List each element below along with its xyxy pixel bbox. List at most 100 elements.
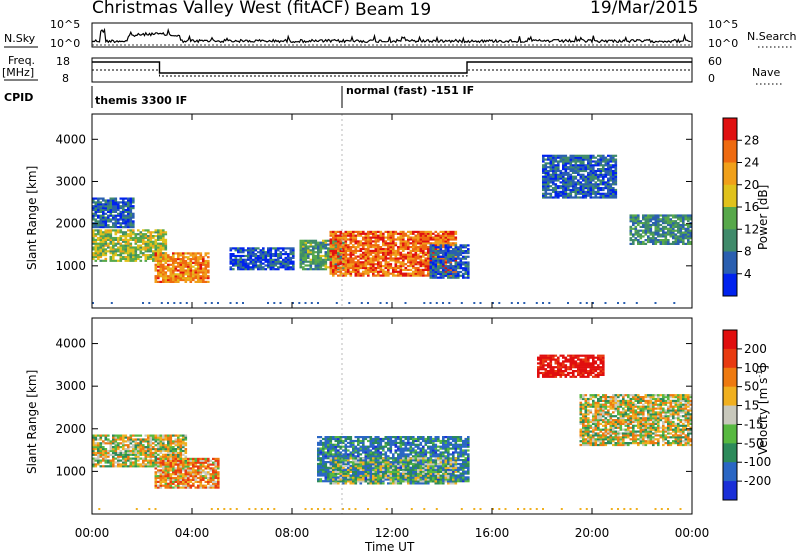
velocity-cell-40	[97, 442, 100, 445]
power-cell-662	[199, 258, 203, 261]
power-cell-3273	[632, 233, 635, 236]
power-cell-773	[104, 226, 108, 229]
velocity-cell-534	[184, 434, 188, 437]
velocity-cell-1051	[334, 436, 338, 439]
velocity-cell-119	[112, 434, 115, 437]
power-cell-62	[102, 248, 105, 251]
power-cell-938	[229, 262, 233, 265]
power-cell-1393	[334, 239, 338, 242]
power-cell-726	[94, 205, 98, 208]
power-cell-3422	[662, 233, 665, 236]
power-cell-2826	[562, 187, 565, 190]
velocity-cell-103	[109, 440, 113, 443]
power-cell-609	[189, 254, 193, 257]
power-cell-301	[147, 250, 150, 253]
power-cell-1835	[379, 255, 383, 258]
velocity-cell-1298	[367, 436, 370, 439]
power-cell-309	[147, 235, 150, 238]
velocity-cell-101	[109, 444, 113, 447]
power-cell-2010	[402, 249, 405, 252]
power-cell-2721	[547, 171, 550, 174]
power-cell-1978	[399, 274, 403, 277]
velocity-cell-564	[159, 473, 163, 476]
power-cell-2679	[542, 175, 545, 178]
velocity-cell-607	[167, 473, 170, 476]
power-cell-2193	[424, 242, 428, 245]
velocity-cell-1083	[339, 453, 343, 456]
power-cell-704	[92, 224, 95, 227]
power-cell-3258	[629, 239, 633, 242]
power-cell-531	[177, 277, 180, 280]
power-cell-2199	[424, 230, 428, 233]
power-cell-436	[157, 252, 160, 255]
power-cell-329	[152, 254, 155, 257]
power-cell-1022	[249, 247, 253, 250]
power-cell-1128	[277, 256, 280, 259]
power-cell-1140	[279, 251, 283, 254]
power-cell-1703	[364, 270, 368, 273]
power-cell-847	[117, 208, 120, 212]
power-cell-3286	[634, 227, 638, 230]
velocity-cell-1091	[342, 480, 345, 483]
power-cell-3356	[649, 233, 653, 236]
power-cell-472	[164, 261, 168, 264]
power-cell-3395	[657, 235, 660, 238]
power-cell-2462	[432, 267, 435, 270]
power-cell-2752	[552, 181, 555, 184]
power-cell-1401	[337, 253, 340, 256]
power-cell-2343	[444, 259, 448, 262]
power-cell-2975	[579, 168, 583, 171]
velocity-cell-435	[167, 434, 170, 437]
power-cell-1697	[362, 242, 365, 245]
velocity-cell-820	[204, 461, 208, 464]
power-cell-3349	[647, 220, 650, 223]
velocity-cell-3	[92, 459, 95, 462]
power-cell-1321	[322, 254, 325, 258]
power-cell-2746	[549, 154, 553, 157]
power-cell-320	[149, 240, 153, 243]
power-cell-3350	[647, 218, 650, 221]
power-cell-75	[104, 252, 108, 255]
power-cell-3098	[594, 164, 598, 167]
power-cell-2018	[402, 234, 405, 237]
power-cell-3047	[589, 188, 593, 192]
power-cell-1875	[384, 251, 388, 254]
power-cell-3446	[667, 242, 670, 245]
power-cell-101	[109, 250, 113, 253]
power-cell-1378	[332, 239, 335, 242]
power-cell-411	[154, 278, 158, 282]
power-cell-3131	[599, 169, 603, 173]
power-cell-1811	[377, 263, 380, 266]
velocity-cell-364	[157, 453, 160, 456]
power-cell-97	[109, 259, 113, 262]
power-cell-935	[132, 197, 135, 200]
power-cell-511	[172, 261, 175, 264]
velocity-cell-779	[197, 465, 200, 468]
power-cell-3166	[604, 173, 608, 176]
power-cell-2858	[564, 166, 568, 169]
power-cell-483	[167, 265, 170, 268]
power-cell-2099	[414, 263, 418, 266]
power-cell-233	[132, 231, 135, 234]
power-ground-3612	[435, 302, 438, 304]
power-cell-997	[244, 260, 248, 263]
power-cell-428	[157, 269, 160, 272]
power-cell-1789	[374, 263, 378, 266]
velocity-cell-1222	[359, 476, 363, 479]
power-cell-580	[184, 259, 188, 263]
power-cell-924	[132, 226, 135, 229]
power-cell-3295	[637, 239, 640, 242]
velocity-cell-615	[169, 486, 173, 489]
power-cell-2255	[432, 242, 435, 245]
power-cell-1628	[354, 274, 358, 277]
power-cell-435	[157, 254, 160, 257]
power-cell-300	[147, 254, 150, 257]
power-cell-2520	[442, 270, 445, 274]
power-cell-337	[152, 235, 155, 238]
power-cell-2642	[464, 272, 468, 275]
power-cell-2076	[412, 266, 415, 270]
power-cell-3346	[647, 225, 650, 228]
velocity-cell-1105	[342, 441, 345, 444]
velocity-cell-889	[217, 459, 220, 462]
power-cell-3210	[609, 168, 613, 171]
